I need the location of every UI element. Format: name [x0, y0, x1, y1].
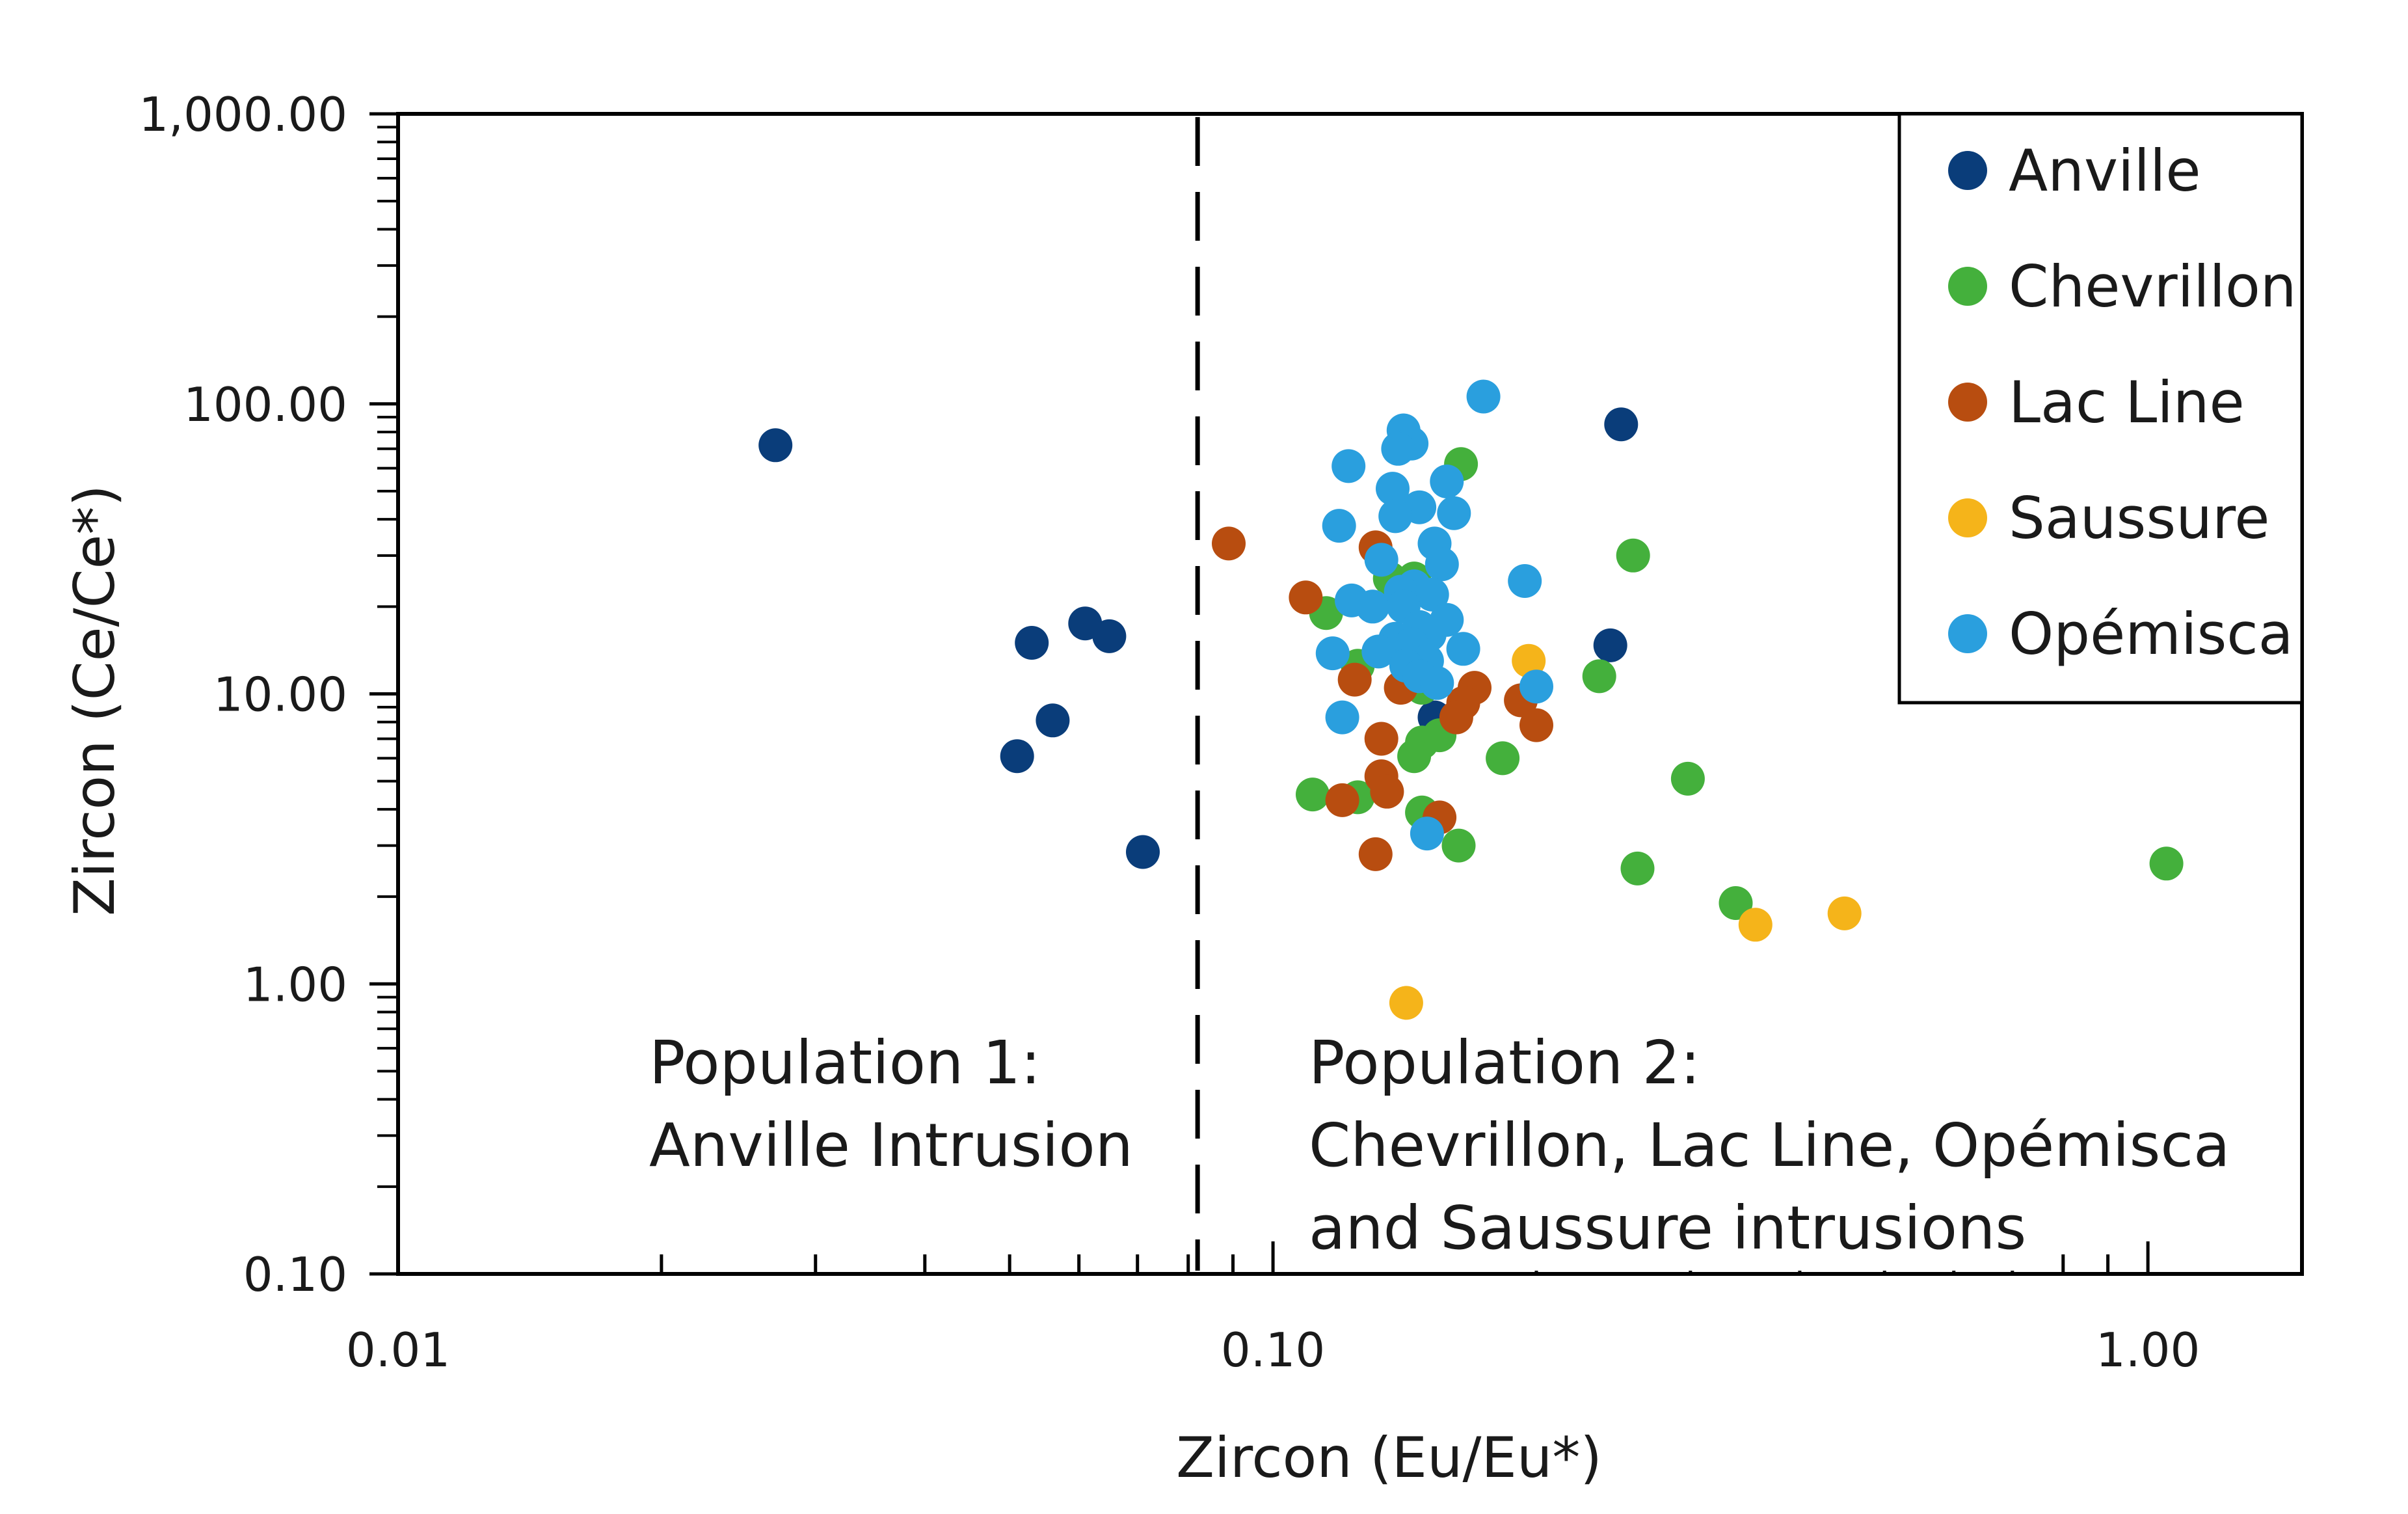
- data-point: [1358, 837, 1393, 871]
- data-point: [1827, 896, 1862, 930]
- x-tick-label: 0.01: [346, 1323, 450, 1377]
- legend-marker-2: [1948, 383, 1987, 422]
- legend-marker-1: [1948, 267, 1987, 306]
- y-axis-tick-labels: 0.10 1.00 10.00 100.00 1,000.00: [139, 87, 347, 1302]
- x-tick-label: 0.10: [1221, 1323, 1325, 1377]
- data-point: [1519, 708, 1553, 742]
- data-point: [1000, 739, 1034, 774]
- series-3: [1389, 643, 1862, 1020]
- data-point: [1378, 499, 1413, 534]
- data-point: [1415, 577, 1449, 612]
- y-tick-label: 10.00: [213, 668, 347, 722]
- y-axis-title: Zircon (Ce/Ce*): [62, 485, 127, 916]
- data-point: [1212, 526, 1246, 561]
- data-point: [1512, 643, 1546, 678]
- x-axis-tick-labels: 0.01 0.10 1.00: [346, 1323, 2200, 1377]
- data-point: [1356, 589, 1390, 624]
- data-point: [1430, 465, 1464, 498]
- legend-marker-3: [1948, 498, 1987, 537]
- data-point: [1370, 774, 1404, 809]
- data-point: [1441, 828, 1476, 863]
- population-annotations: Population 1: Anville Intrusion Populati…: [649, 1028, 2249, 1271]
- data-point: [758, 428, 793, 463]
- data-point: [1364, 722, 1398, 756]
- annotation-population-2-line-1: Population 2:: [1309, 1028, 1700, 1098]
- data-point: [1322, 509, 1356, 543]
- data-point: [1015, 626, 1049, 660]
- data-point: [1331, 449, 1366, 483]
- data-point: [1508, 564, 1542, 598]
- data-points: [758, 379, 2184, 1020]
- legend-label-3: Saussure: [2009, 485, 2269, 552]
- data-point: [1325, 783, 1359, 817]
- data-point: [1364, 543, 1398, 577]
- data-point: [1410, 817, 1444, 851]
- legend-label-1: Chevrillon: [2009, 253, 2297, 320]
- x-tick-label: 1.00: [2096, 1323, 2200, 1377]
- data-point: [1437, 496, 1471, 530]
- data-point: [1604, 407, 1639, 442]
- annotation-population-1: Population 1: Anville Intrusion: [649, 1028, 1133, 1180]
- legend-label-4: Opémisca: [2009, 601, 2294, 668]
- data-point: [1582, 659, 1616, 694]
- data-point: [1092, 619, 1127, 653]
- y-axis-minor-ticks: [369, 112, 398, 1276]
- data-point: [1361, 634, 1396, 669]
- legend-marker-0: [1948, 151, 1987, 190]
- data-point: [2149, 846, 2184, 881]
- y-tick-label: 1.00: [243, 957, 347, 1012]
- series-4: [1315, 379, 1553, 851]
- legend-label-0: Anville: [2009, 137, 2201, 204]
- data-point: [1670, 761, 1705, 796]
- data-point: [1719, 886, 1753, 920]
- data-point: [1466, 379, 1501, 414]
- data-point: [1486, 741, 1520, 776]
- data-point: [1389, 986, 1423, 1020]
- data-point: [1126, 835, 1160, 869]
- series-1: [1296, 447, 2184, 920]
- data-point: [1425, 547, 1459, 582]
- y-tick-label: 100.00: [183, 377, 347, 432]
- annotation-population-2-line-2: Chevrillon, Lac Line, Opémisca: [1309, 1111, 2230, 1180]
- legend: Anville Chevrillon Lac Line Saussure Opémisc…: [1897, 112, 2304, 705]
- data-point: [1738, 908, 1773, 942]
- data-point: [1620, 851, 1655, 885]
- data-point: [1446, 632, 1480, 666]
- data-point: [1315, 636, 1350, 671]
- data-point: [1296, 777, 1330, 812]
- legend-marker-4: [1948, 614, 1987, 653]
- x-axis-title: Zircon (Eu/Eu*): [1176, 1426, 1602, 1491]
- data-point: [1616, 538, 1650, 573]
- series-0: [758, 407, 1639, 869]
- data-point: [1519, 669, 1553, 704]
- data-point: [1325, 700, 1359, 735]
- y-tick-label: 1,000.00: [139, 87, 347, 142]
- data-point: [1289, 580, 1323, 615]
- legend-label-2: Lac Line: [2009, 369, 2245, 436]
- annotation-population-1-line-2: Anville Intrusion: [649, 1111, 1133, 1180]
- data-point: [1381, 431, 1415, 466]
- data-point: [1420, 666, 1454, 700]
- annotation-background: [1287, 1210, 2041, 1271]
- annotation-population-2-line-3: and Saussure intrusions: [1309, 1193, 2026, 1263]
- annotation-population-1-line-1: Population 1:: [649, 1028, 1041, 1098]
- data-point: [1439, 700, 1473, 735]
- data-point: [1397, 739, 1432, 774]
- data-point: [1376, 472, 1410, 506]
- data-point: [1036, 703, 1070, 738]
- data-point: [1593, 628, 1627, 662]
- y-tick-label: 0.10: [243, 1247, 347, 1302]
- data-point: [1337, 662, 1372, 697]
- annotation-population-2: Population 2: Chevrillon, Lac Line, Opém…: [1309, 1028, 2249, 1263]
